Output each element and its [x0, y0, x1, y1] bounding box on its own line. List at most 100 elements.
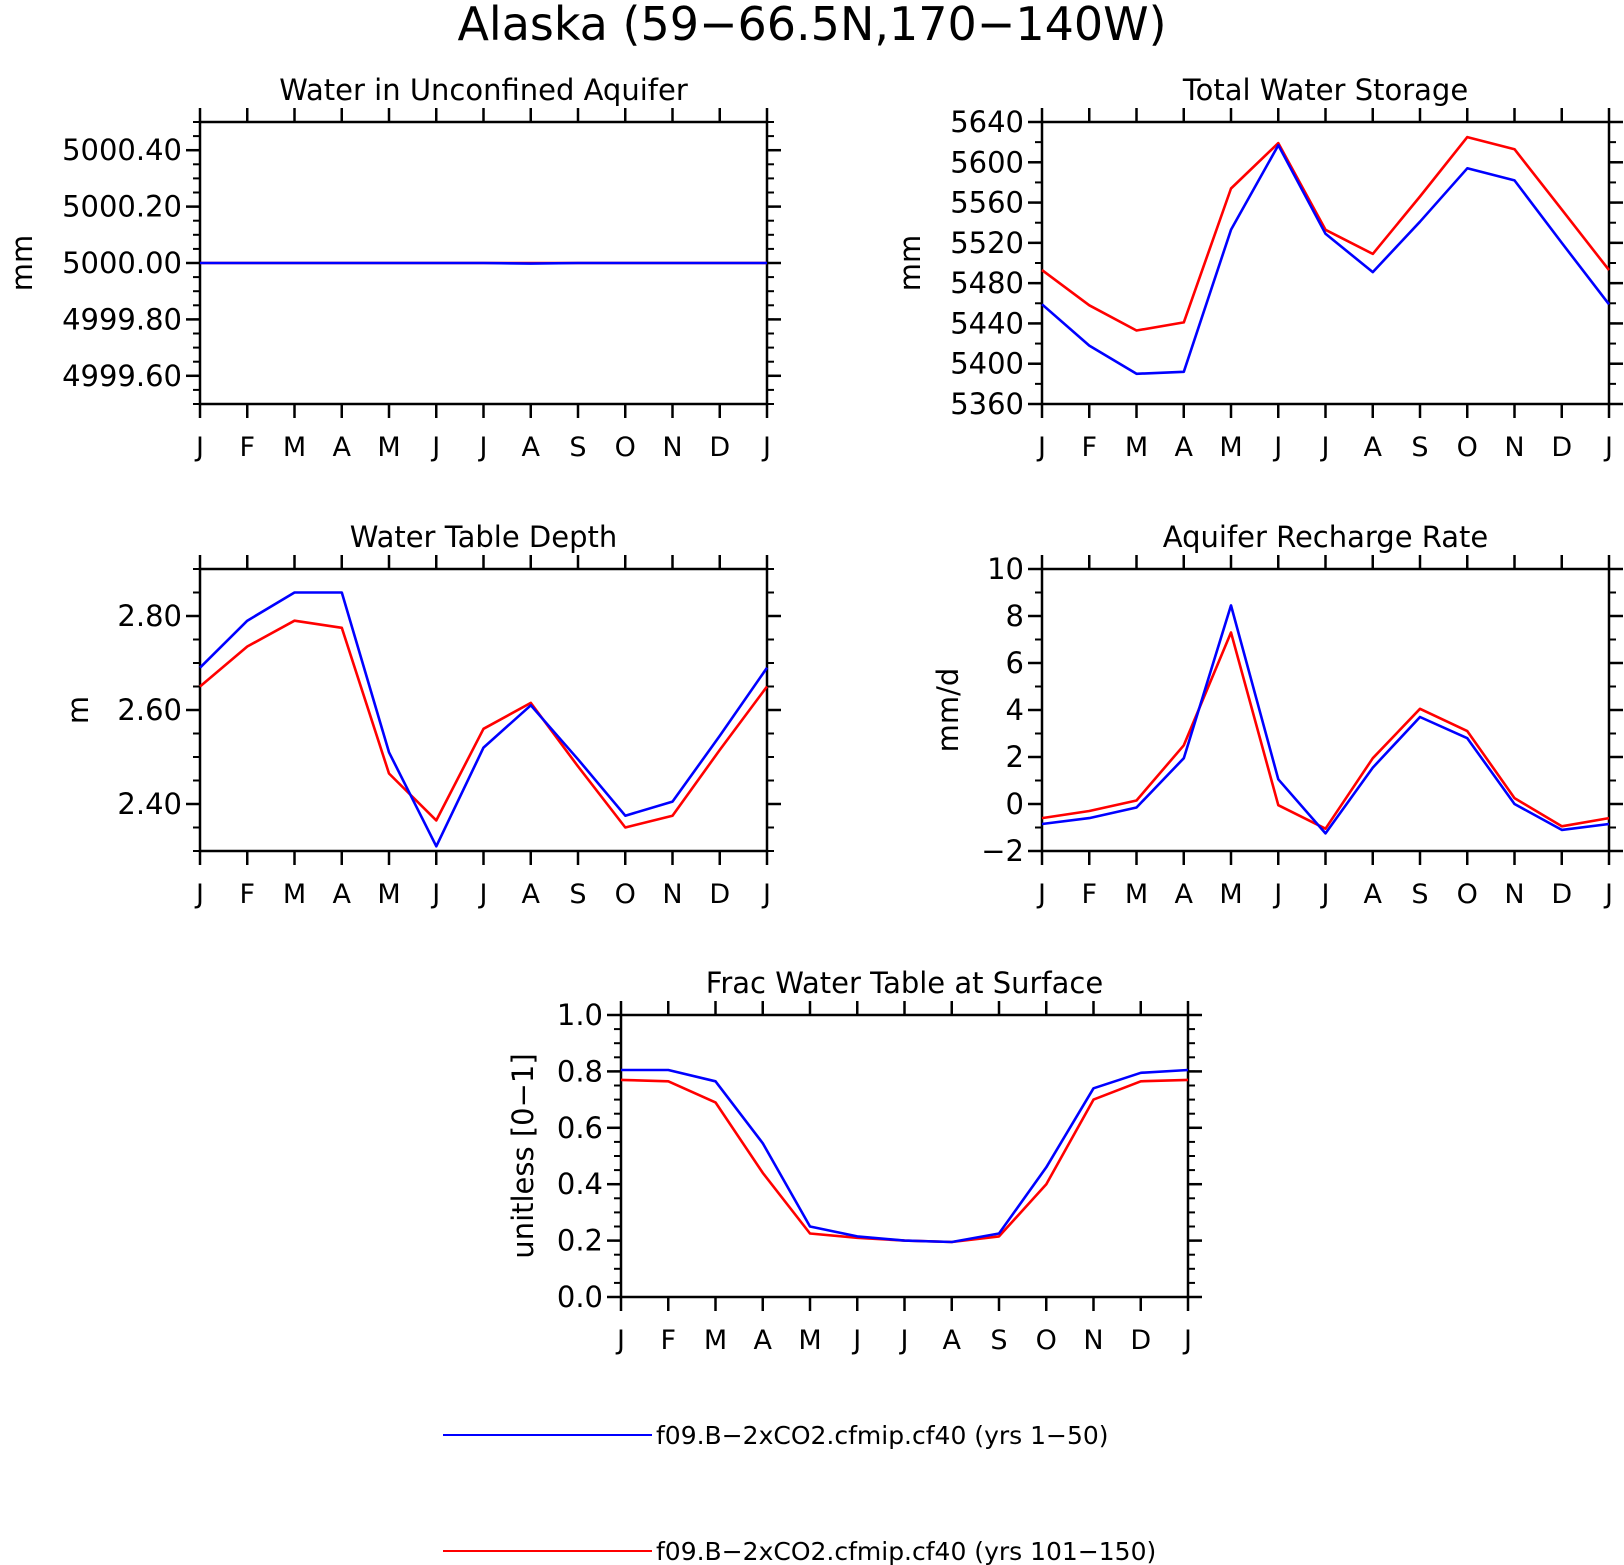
y-tick-label: 2.40 [117, 787, 182, 821]
x-tick-label: J [1272, 879, 1282, 910]
x-tick-label: J [1036, 879, 1046, 910]
x-tick-label: O [1457, 432, 1478, 463]
y-tick-label: 5600 [950, 145, 1024, 179]
x-tick-label: D [709, 879, 730, 910]
series-line-red [1041, 631, 1610, 831]
x-tick-label: J [761, 432, 771, 463]
x-tick-label: A [943, 1325, 962, 1356]
plot-frame [1040, 120, 1611, 406]
y-tick-label: 5440 [950, 306, 1024, 340]
x-tick-label: N [1083, 1325, 1103, 1356]
panel-title: Water Table Depth [350, 520, 618, 554]
x-tick-label: S [569, 879, 586, 910]
y-axis-label: mm [5, 235, 39, 292]
series-line-blue [1041, 143, 1611, 376]
x-tick-label: J [194, 432, 204, 463]
x-tick-label: M [283, 432, 306, 463]
x-tick-label: J [1182, 1325, 1192, 1356]
x-tick-label: F [1081, 879, 1097, 910]
figure-title: Alaska (59−66.5N,170−140W) [457, 0, 1166, 51]
y-tick-label: 0.6 [557, 1111, 603, 1145]
y-tick-label: 0.0 [557, 1280, 603, 1314]
x-tick-label: M [1219, 879, 1242, 910]
legend-label-blue: f09.B−2xCO2.cfmip.cf40 (yrs 1−50) [656, 1421, 1109, 1450]
plot-frame [619, 1013, 1190, 1299]
y-tick-label: 5480 [950, 266, 1024, 300]
x-tick-label: A [1364, 879, 1383, 910]
x-tick-label: D [1551, 879, 1572, 910]
x-tick-label: A [1175, 879, 1194, 910]
x-tick-label: J [615, 1325, 625, 1356]
x-tick-label: O [1036, 1325, 1057, 1356]
plot-frame [198, 567, 769, 853]
x-tick-label: A [754, 1325, 773, 1356]
x-tick-label: J [430, 879, 440, 910]
x-tick-label: J [1603, 879, 1613, 910]
y-tick-label: 5400 [950, 347, 1024, 381]
panel-title: Water in Unconfined Aquifer [279, 73, 688, 107]
panel-title: Frac Water Table at Surface [706, 966, 1103, 1000]
series-line-blue [199, 591, 769, 848]
x-tick-label: A [333, 879, 352, 910]
y-tick-label: 5640 [950, 105, 1024, 139]
y-axis-label: unitless [0−1] [506, 1053, 540, 1258]
y-axis-label: mm/d [931, 668, 965, 753]
y-tick-label: 0.8 [557, 1054, 603, 1088]
x-tick-label: O [615, 432, 636, 463]
y-tick-label: 0.4 [557, 1167, 603, 1201]
x-tick-label: M [704, 1325, 727, 1356]
series-line-red [620, 1078, 1189, 1244]
x-tick-label: M [377, 879, 400, 910]
y-tick-label: 2 [1006, 740, 1024, 774]
x-tick-label: A [522, 432, 541, 463]
x-tick-label: O [615, 879, 636, 910]
x-tick-label: N [662, 432, 682, 463]
panel-title: Total Water Storage [1182, 73, 1468, 107]
y-tick-label: 5560 [950, 186, 1024, 220]
panel-2: J F M A M J J A S O N D J536054005440548055205560560… [893, 73, 1623, 463]
x-tick-label: J [851, 1325, 861, 1356]
x-tick-label: S [990, 1325, 1007, 1356]
y-axis-label: mm [893, 235, 927, 292]
x-tick-label: S [569, 432, 586, 463]
x-tick-label: M [1125, 879, 1148, 910]
x-tick-label: M [798, 1325, 821, 1356]
x-tick-label: A [1175, 432, 1194, 463]
panel-1: J F M A M J J A S O N D J4999.604999.805000.005000.2… [5, 73, 781, 463]
y-tick-label: 4 [1006, 693, 1024, 727]
y-tick-label: 0 [1006, 787, 1024, 821]
x-tick-label: J [1320, 879, 1330, 910]
x-tick-label: M [1219, 432, 1242, 463]
legend: f09.B−2xCO2.cfmip.cf40 (yrs 1−50) f09.B−… [443, 1421, 1156, 1565]
x-tick-label: J [478, 432, 488, 463]
y-tick-label: 6 [1006, 646, 1024, 680]
series-line-blue [1041, 604, 1610, 835]
y-tick-label: 8 [1006, 599, 1024, 633]
x-tick-label: D [1130, 1325, 1151, 1356]
y-tick-label: 5520 [950, 226, 1024, 260]
x-tick-label: M [1125, 432, 1148, 463]
x-tick-label: J [194, 879, 204, 910]
y-tick-label: 5000.00 [62, 246, 182, 280]
y-tick-label: 5000.20 [62, 190, 182, 224]
x-tick-label: J [1272, 432, 1282, 463]
x-tick-label: A [333, 432, 352, 463]
y-tick-label: 2.80 [117, 599, 182, 633]
x-tick-label: J [430, 432, 440, 463]
x-tick-label: J [478, 879, 488, 910]
x-tick-label: O [1457, 879, 1478, 910]
x-tick-label: D [1551, 432, 1572, 463]
y-tick-label: 5000.40 [62, 133, 182, 167]
x-tick-label: A [1364, 432, 1383, 463]
x-tick-label: F [660, 1325, 676, 1356]
series-line-blue [621, 1068, 1189, 1244]
x-tick-label: D [709, 432, 730, 463]
y-tick-label: 4999.80 [62, 302, 182, 336]
y-tick-label: 10 [987, 552, 1024, 586]
y-tick-label: 5360 [950, 387, 1024, 421]
x-tick-label: F [239, 879, 255, 910]
